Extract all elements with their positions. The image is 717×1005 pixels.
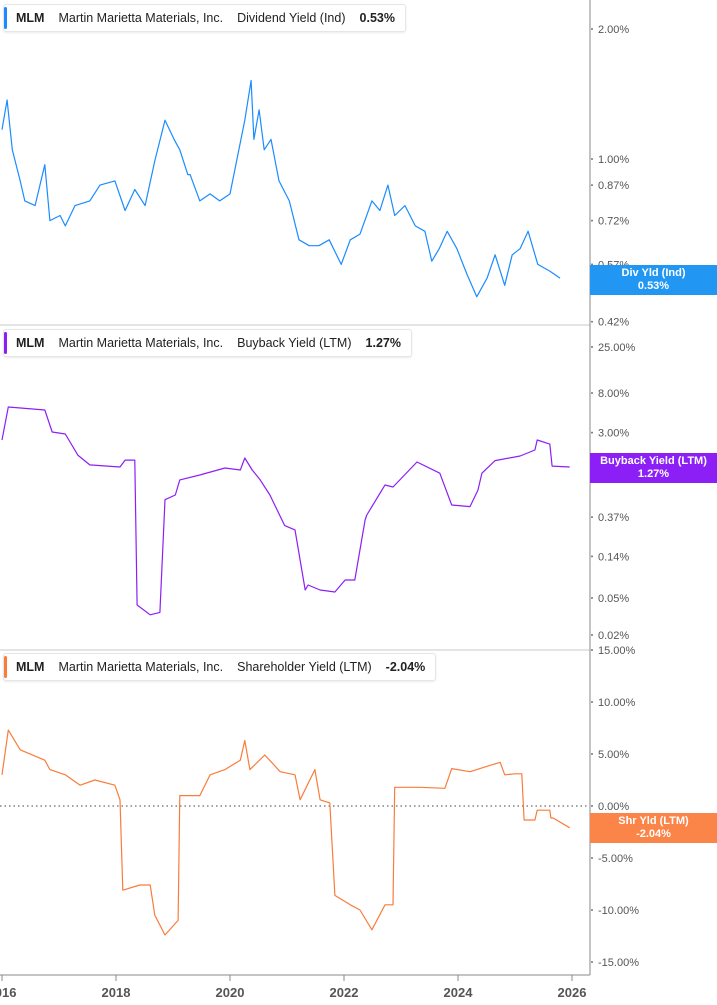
legend-value: 1.27% <box>365 336 401 350</box>
legend-metric: Shareholder Yield (LTM) <box>237 660 372 674</box>
badge-value: 0.53% <box>637 280 670 292</box>
y-tick-mark <box>591 857 593 859</box>
x-tick-label: 2016 <box>0 985 16 1000</box>
y-tick-label: 25.00% <box>598 342 636 354</box>
series-line-dividend-yield-ind <box>1 79 561 298</box>
series-color-marker <box>4 7 7 29</box>
series-color-marker <box>4 656 7 678</box>
y-tick-mark <box>591 961 593 963</box>
y-tick-mark <box>591 263 593 266</box>
badge-label: Shr Yld (LTM) <box>618 815 689 827</box>
y-tick-mark <box>591 28 593 30</box>
y-tick-label: 0.14% <box>598 551 629 563</box>
x-tick-label: 2020 <box>216 985 245 1000</box>
y-tick-label: 2.00% <box>598 24 629 36</box>
legend-dividend-yield: MLM Martin Marietta Materials, Inc. Divi… <box>3 4 406 32</box>
legend-ticker: MLM <box>16 336 45 350</box>
legend-buyback-yield: MLM Martin Marietta Materials, Inc. Buyb… <box>3 329 412 357</box>
x-tick-label: 2022 <box>330 985 359 1000</box>
legend-shareholder-yield: MLM Martin Marietta Materials, Inc. Shar… <box>3 653 437 681</box>
y-tick-mark <box>591 158 593 160</box>
y-tick-mark <box>591 516 593 519</box>
y-tick-label: 0.00% <box>598 801 629 813</box>
y-tick-label: 0.37% <box>598 512 629 524</box>
y-tick-label: 5.00% <box>598 749 629 761</box>
y-tick-mark <box>591 701 593 703</box>
badge-shareholder-yield: Shr Yld (LTM) -2.04% <box>590 813 717 843</box>
y-tick-mark <box>591 805 593 807</box>
y-tick-mark <box>591 345 593 348</box>
y-tick-label: 1.00% <box>598 154 629 166</box>
y-tick-label: 0.87% <box>598 180 629 192</box>
y-tick-label: -5.00% <box>598 853 633 865</box>
badge-value: -2.04% <box>636 828 671 840</box>
y-tick-label: 3.00% <box>598 428 629 440</box>
x-tick-label: 2026 <box>558 985 587 1000</box>
legend-company: Martin Marietta Materials, Inc. <box>58 11 224 25</box>
y-tick-mark <box>591 320 593 323</box>
series-line-buyback-yield-ltm <box>1 406 570 616</box>
y-tick-mark <box>591 392 593 395</box>
badge-label: Buyback Yield (LTM) <box>600 455 707 467</box>
legend-ticker: MLM <box>16 660 45 674</box>
y-tick-mark <box>591 431 593 434</box>
legend-ticker: MLM <box>16 11 45 25</box>
legend-metric: Dividend Yield (Ind) <box>237 11 346 25</box>
y-tick-label: 15.00% <box>598 645 636 657</box>
y-tick-mark <box>591 753 593 755</box>
y-tick-label: -15.00% <box>598 957 639 969</box>
legend-value: 0.53% <box>359 11 395 25</box>
y-tick-mark <box>591 219 593 222</box>
legend-company: Martin Marietta Materials, Inc. <box>58 660 224 674</box>
badge-buyback-yield: Buyback Yield (LTM) 1.27% <box>590 453 717 483</box>
y-tick-label: -10.00% <box>598 905 639 917</box>
legend-value: -2.04% <box>385 660 426 674</box>
y-tick-mark <box>591 596 593 599</box>
badge-dividend-yield: Div Yld (Ind) 0.53% <box>590 265 717 295</box>
x-tick-label: 2024 <box>444 985 474 1000</box>
y-tick-label: 8.00% <box>598 388 629 400</box>
y-tick-label: 0.02% <box>598 630 629 642</box>
y-tick-mark <box>591 184 593 187</box>
x-tick-label: 2018 <box>102 985 131 1000</box>
y-tick-label: 0.05% <box>598 593 629 605</box>
badge-label: Div Yld (Ind) <box>621 267 686 279</box>
y-tick-label: 10.00% <box>598 697 636 709</box>
y-tick-mark <box>591 634 593 637</box>
y-tick-mark <box>591 909 593 911</box>
legend-company: Martin Marietta Materials, Inc. <box>58 336 224 350</box>
series-line-shareholder-yield-ltm <box>1 729 571 936</box>
y-tick-label: 0.72% <box>598 216 629 228</box>
series-color-marker <box>4 332 7 354</box>
badge-value: 1.27% <box>637 468 670 480</box>
y-tick-mark <box>591 555 593 558</box>
y-tick-label: 0.42% <box>598 317 629 329</box>
y-tick-mark <box>591 649 593 651</box>
legend-metric: Buyback Yield (LTM) <box>237 336 352 350</box>
